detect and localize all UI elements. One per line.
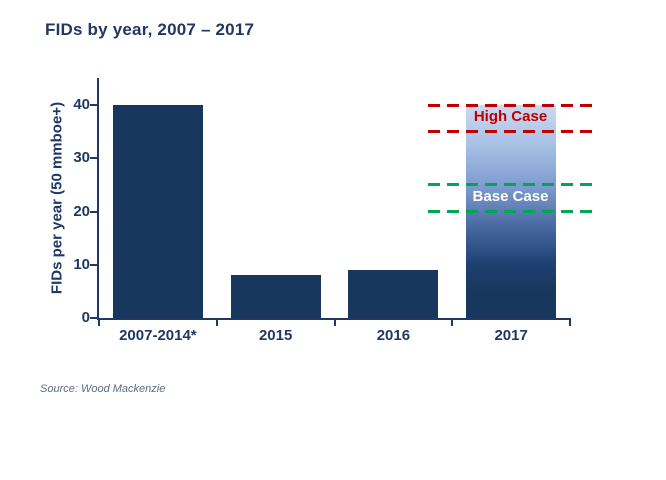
y-axis-line	[97, 78, 99, 320]
y-tick-mark	[90, 210, 97, 213]
base-case-max-dashed-line	[428, 183, 593, 187]
y-tick-label: 10	[73, 255, 90, 273]
x-category-label: 2016	[376, 327, 411, 344]
high-case-min-dashed-line	[428, 130, 593, 134]
y-tick-mark	[90, 157, 97, 160]
bar-2007-2014-	[112, 105, 203, 318]
x-tick-mark	[451, 318, 454, 326]
bar-2015	[230, 275, 321, 318]
base-case-label: Base Case	[472, 188, 549, 206]
x-tick-mark	[569, 318, 571, 326]
y-tick-mark	[90, 317, 97, 319]
y-tick-label: 40	[73, 96, 90, 113]
x-category-label: 2017	[494, 327, 528, 344]
chart-title: FIDs by year, 2007 – 2017	[45, 20, 255, 39]
x-category-label: 2007-2014*	[119, 327, 197, 344]
x-tick-mark	[215, 318, 218, 326]
y-tick-mark	[90, 104, 97, 106]
y-tick-mark	[90, 263, 97, 266]
bar-2016	[348, 270, 439, 318]
x-tick-mark	[333, 318, 336, 326]
source-note: Source: Wood Mackenzie	[40, 383, 166, 395]
y-tick-label: 20	[73, 202, 90, 220]
x-tick-mark	[98, 318, 100, 326]
y-tick-label: 0	[81, 309, 90, 326]
x-category-label: 2015	[258, 327, 293, 344]
base-case-min-dashed-line	[428, 210, 593, 213]
high-case-label: High Case	[473, 108, 548, 126]
y-tick-label: 30	[73, 149, 90, 167]
high-case-max-dashed-line	[428, 103, 593, 107]
